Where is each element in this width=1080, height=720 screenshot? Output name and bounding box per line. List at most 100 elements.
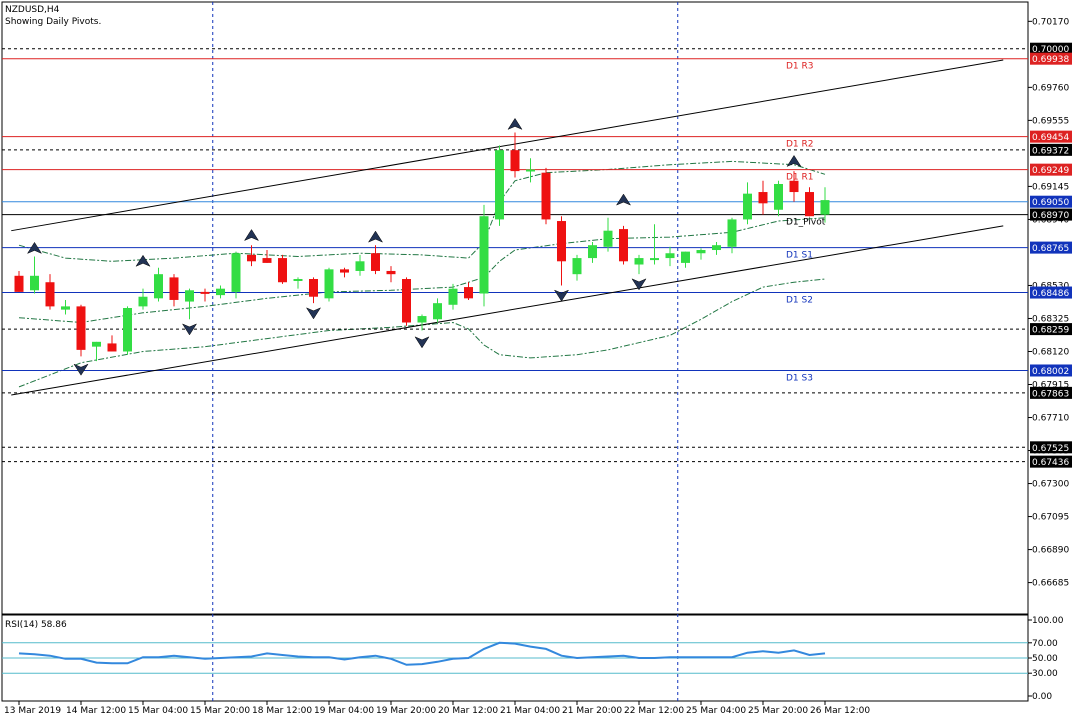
candle-body-38	[603, 230, 613, 247]
level-label-4: D1 R1	[786, 173, 814, 183]
candle-body-14	[231, 253, 241, 292]
candle-body-20	[324, 269, 334, 299]
time-tick-label-10: 22 Mar 12:00	[624, 706, 684, 716]
price-tag-bg-12	[1030, 441, 1072, 454]
candle-body-11	[185, 290, 194, 302]
rsi-tick-label-2: 50.00	[1032, 654, 1058, 664]
time-tick-label-12: 25 Mar 20:00	[748, 706, 808, 716]
candle-body-30	[479, 216, 489, 294]
price-tick-label-6: 0.68325	[1032, 314, 1069, 324]
price-tick-label-3: 0.69145	[1032, 182, 1069, 192]
time-tick-label-9: 21 Mar 20:00	[562, 706, 622, 716]
candle-body-8	[138, 296, 148, 307]
price-tag-10: 0.68002	[1032, 367, 1069, 377]
candle-body-35	[557, 221, 566, 262]
price-tag-1: 0.69938	[1032, 55, 1069, 65]
price-tag-13: 0.67436	[1032, 458, 1069, 468]
candle-body-0	[14, 275, 24, 292]
candle-body-1	[30, 275, 39, 291]
level-label-7: D1 S1	[786, 251, 813, 261]
time-tick-label-5: 19 Mar 04:00	[314, 706, 374, 716]
candle-body-26	[417, 316, 427, 323]
rsi-line	[18, 641, 826, 666]
chart-symbol-title: NZDUSD,H4	[5, 5, 60, 15]
time-tick-label-11: 25 Mar 04:00	[686, 706, 746, 716]
envelope-lower-line	[18, 278, 826, 388]
fractal-arrow-down-1	[73, 363, 89, 376]
candle-body-4	[76, 306, 86, 350]
candle-body-37	[588, 245, 597, 259]
candle-body-36	[572, 258, 582, 275]
price-tag-12: 0.67525	[1032, 444, 1069, 454]
price-tag-8: 0.68486	[1032, 289, 1069, 299]
price-tag-bg-1	[1030, 52, 1072, 65]
fractal-arrow-down-11	[631, 278, 647, 291]
candle-body-5	[92, 341, 101, 347]
price-tag-4: 0.69249	[1032, 166, 1069, 176]
candle-body-23	[371, 253, 380, 271]
price-tag-bg-3	[1030, 143, 1072, 156]
candle-body-2	[45, 282, 55, 307]
fractal-arrow-down-7	[414, 336, 430, 349]
rsi-tick-label-1: 70.00	[1032, 639, 1058, 649]
price-tick-label-9: 0.67710	[1032, 414, 1069, 424]
fractal-arrow-up-0	[26, 241, 43, 254]
price-tick-label-14: 0.66685	[1032, 579, 1069, 589]
candle-body-45	[712, 245, 721, 251]
time-tick-label-1: 14 Mar 12:00	[66, 706, 126, 716]
time-tick-label-13: 26 Mar 12:00	[810, 706, 870, 716]
fractal-arrows-layer	[26, 117, 802, 376]
trend-lines-layer	[11, 59, 1004, 396]
price-tag-6: 0.68970	[1032, 211, 1069, 221]
fractal-arrow-up-2	[135, 254, 151, 267]
price-tick-label-0: 0.70170	[1032, 17, 1069, 27]
rsi-tick-label-3: 30.00	[1032, 669, 1058, 679]
candle-body-3	[61, 306, 70, 310]
main-chart-pane[interactable]	[1, 1, 1029, 615]
price-tag-3: 0.69372	[1032, 146, 1069, 156]
candle-body-33	[526, 169, 535, 172]
price-tag-0: 0.70000	[1032, 45, 1069, 55]
price-tag-11: 0.67863	[1032, 389, 1069, 399]
price-tag-bg-10	[1030, 364, 1072, 377]
channel-trend-line-1	[11, 225, 1004, 396]
price-tag-bg-13	[1030, 455, 1072, 468]
price-tag-bg-11	[1030, 386, 1072, 399]
candle-body-9	[154, 274, 163, 299]
fractal-arrow-up-8	[507, 117, 523, 130]
time-tick-label-4: 18 Mar 12:00	[252, 706, 312, 716]
rsi-tick-label-4: 0.00	[1032, 692, 1052, 702]
price-tag-5: 0.69050	[1032, 198, 1069, 208]
level-label-2: D1 R2	[786, 140, 814, 150]
time-tick-label-0: 13 Mar 2019	[4, 706, 61, 716]
candle-body-22	[355, 261, 365, 271]
candles-layer	[14, 132, 830, 362]
price-tag-bg-9	[1030, 323, 1072, 336]
candle-body-47	[743, 193, 752, 220]
price-tag-7: 0.68765	[1032, 244, 1069, 254]
candle-body-46	[727, 219, 737, 247]
candle-body-12	[200, 291, 210, 294]
price-tick-label-11: 0.67300	[1032, 480, 1069, 490]
candle-body-15	[247, 254, 256, 262]
price-tick-label-2: 0.69555	[1032, 116, 1069, 126]
channel-trend-line-0	[11, 59, 1004, 232]
price-tick-label-1: 0.69760	[1032, 83, 1069, 93]
price-tag-9: 0.68259	[1032, 326, 1069, 336]
price-tick-label-13: 0.66890	[1032, 546, 1069, 556]
price-tag-bg-8	[1030, 286, 1072, 299]
candle-body-18	[293, 279, 303, 282]
candle-body-52	[820, 200, 830, 215]
candle-body-41	[650, 258, 659, 261]
time-tick-label-7: 20 Mar 12:00	[438, 706, 498, 716]
candle-body-6	[107, 343, 117, 352]
candle-body-32	[510, 150, 520, 172]
price-tag-bg-0	[1030, 42, 1072, 55]
candle-body-39	[619, 229, 628, 262]
price-tick-label-7: 0.68120	[1032, 347, 1069, 357]
price-tag-bg-2	[1030, 130, 1072, 143]
grid-layer	[212, 2, 679, 701]
candle-body-43	[681, 251, 690, 263]
candle-body-48	[758, 192, 768, 204]
